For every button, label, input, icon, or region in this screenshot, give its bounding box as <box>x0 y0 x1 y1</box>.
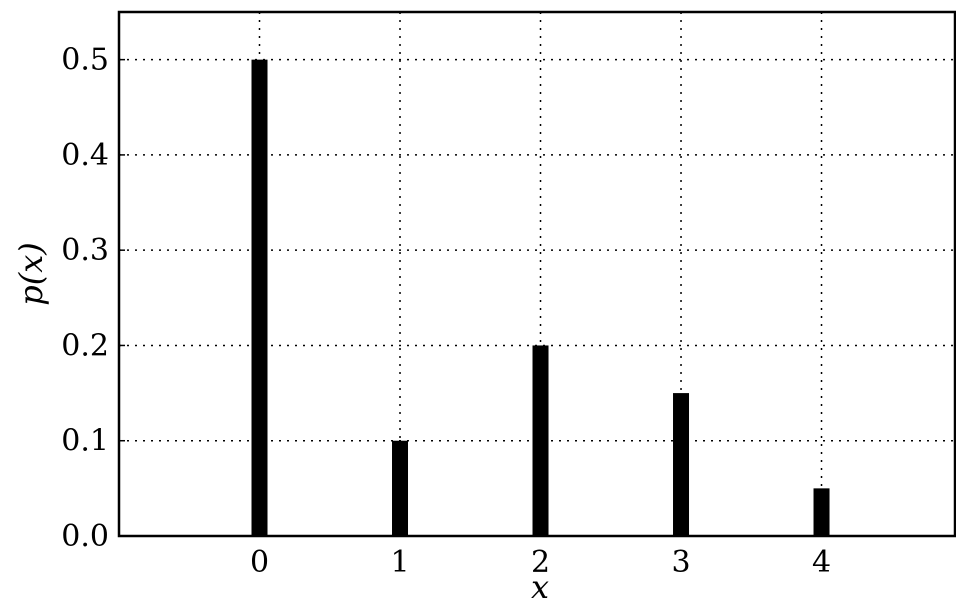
bar-x-0 <box>251 59 268 537</box>
y-tick-label: 0.0 <box>61 519 109 554</box>
y-tick-label: 0.4 <box>61 138 109 173</box>
x-tick-label: 2 <box>531 545 550 580</box>
bars <box>251 59 830 537</box>
x-tick-label: 1 <box>390 545 409 580</box>
bar-x-2 <box>532 345 549 536</box>
x-tick-label: 3 <box>671 545 690 580</box>
x-tick-labels: 0 1 2 3 4 <box>250 530 831 580</box>
y-axis-label: p(x) <box>12 242 50 306</box>
x-axis-label: x <box>531 568 549 602</box>
bar-x-1 <box>392 440 409 536</box>
y-tick-label: 0.1 <box>61 424 109 459</box>
x-tick-label: 0 <box>250 545 269 580</box>
bar-x-4 <box>813 488 830 536</box>
bar-x-3 <box>673 393 690 536</box>
y-tick-labels: 0.0 0.1 0.2 0.3 0.4 0.5 <box>61 43 125 554</box>
y-tick-label: 0.2 <box>61 328 109 363</box>
x-tick-label: 4 <box>812 545 831 580</box>
y-tick-label: 0.5 <box>61 43 109 78</box>
y-tick-label: 0.3 <box>61 233 109 268</box>
plot-frame <box>117 10 956 538</box>
